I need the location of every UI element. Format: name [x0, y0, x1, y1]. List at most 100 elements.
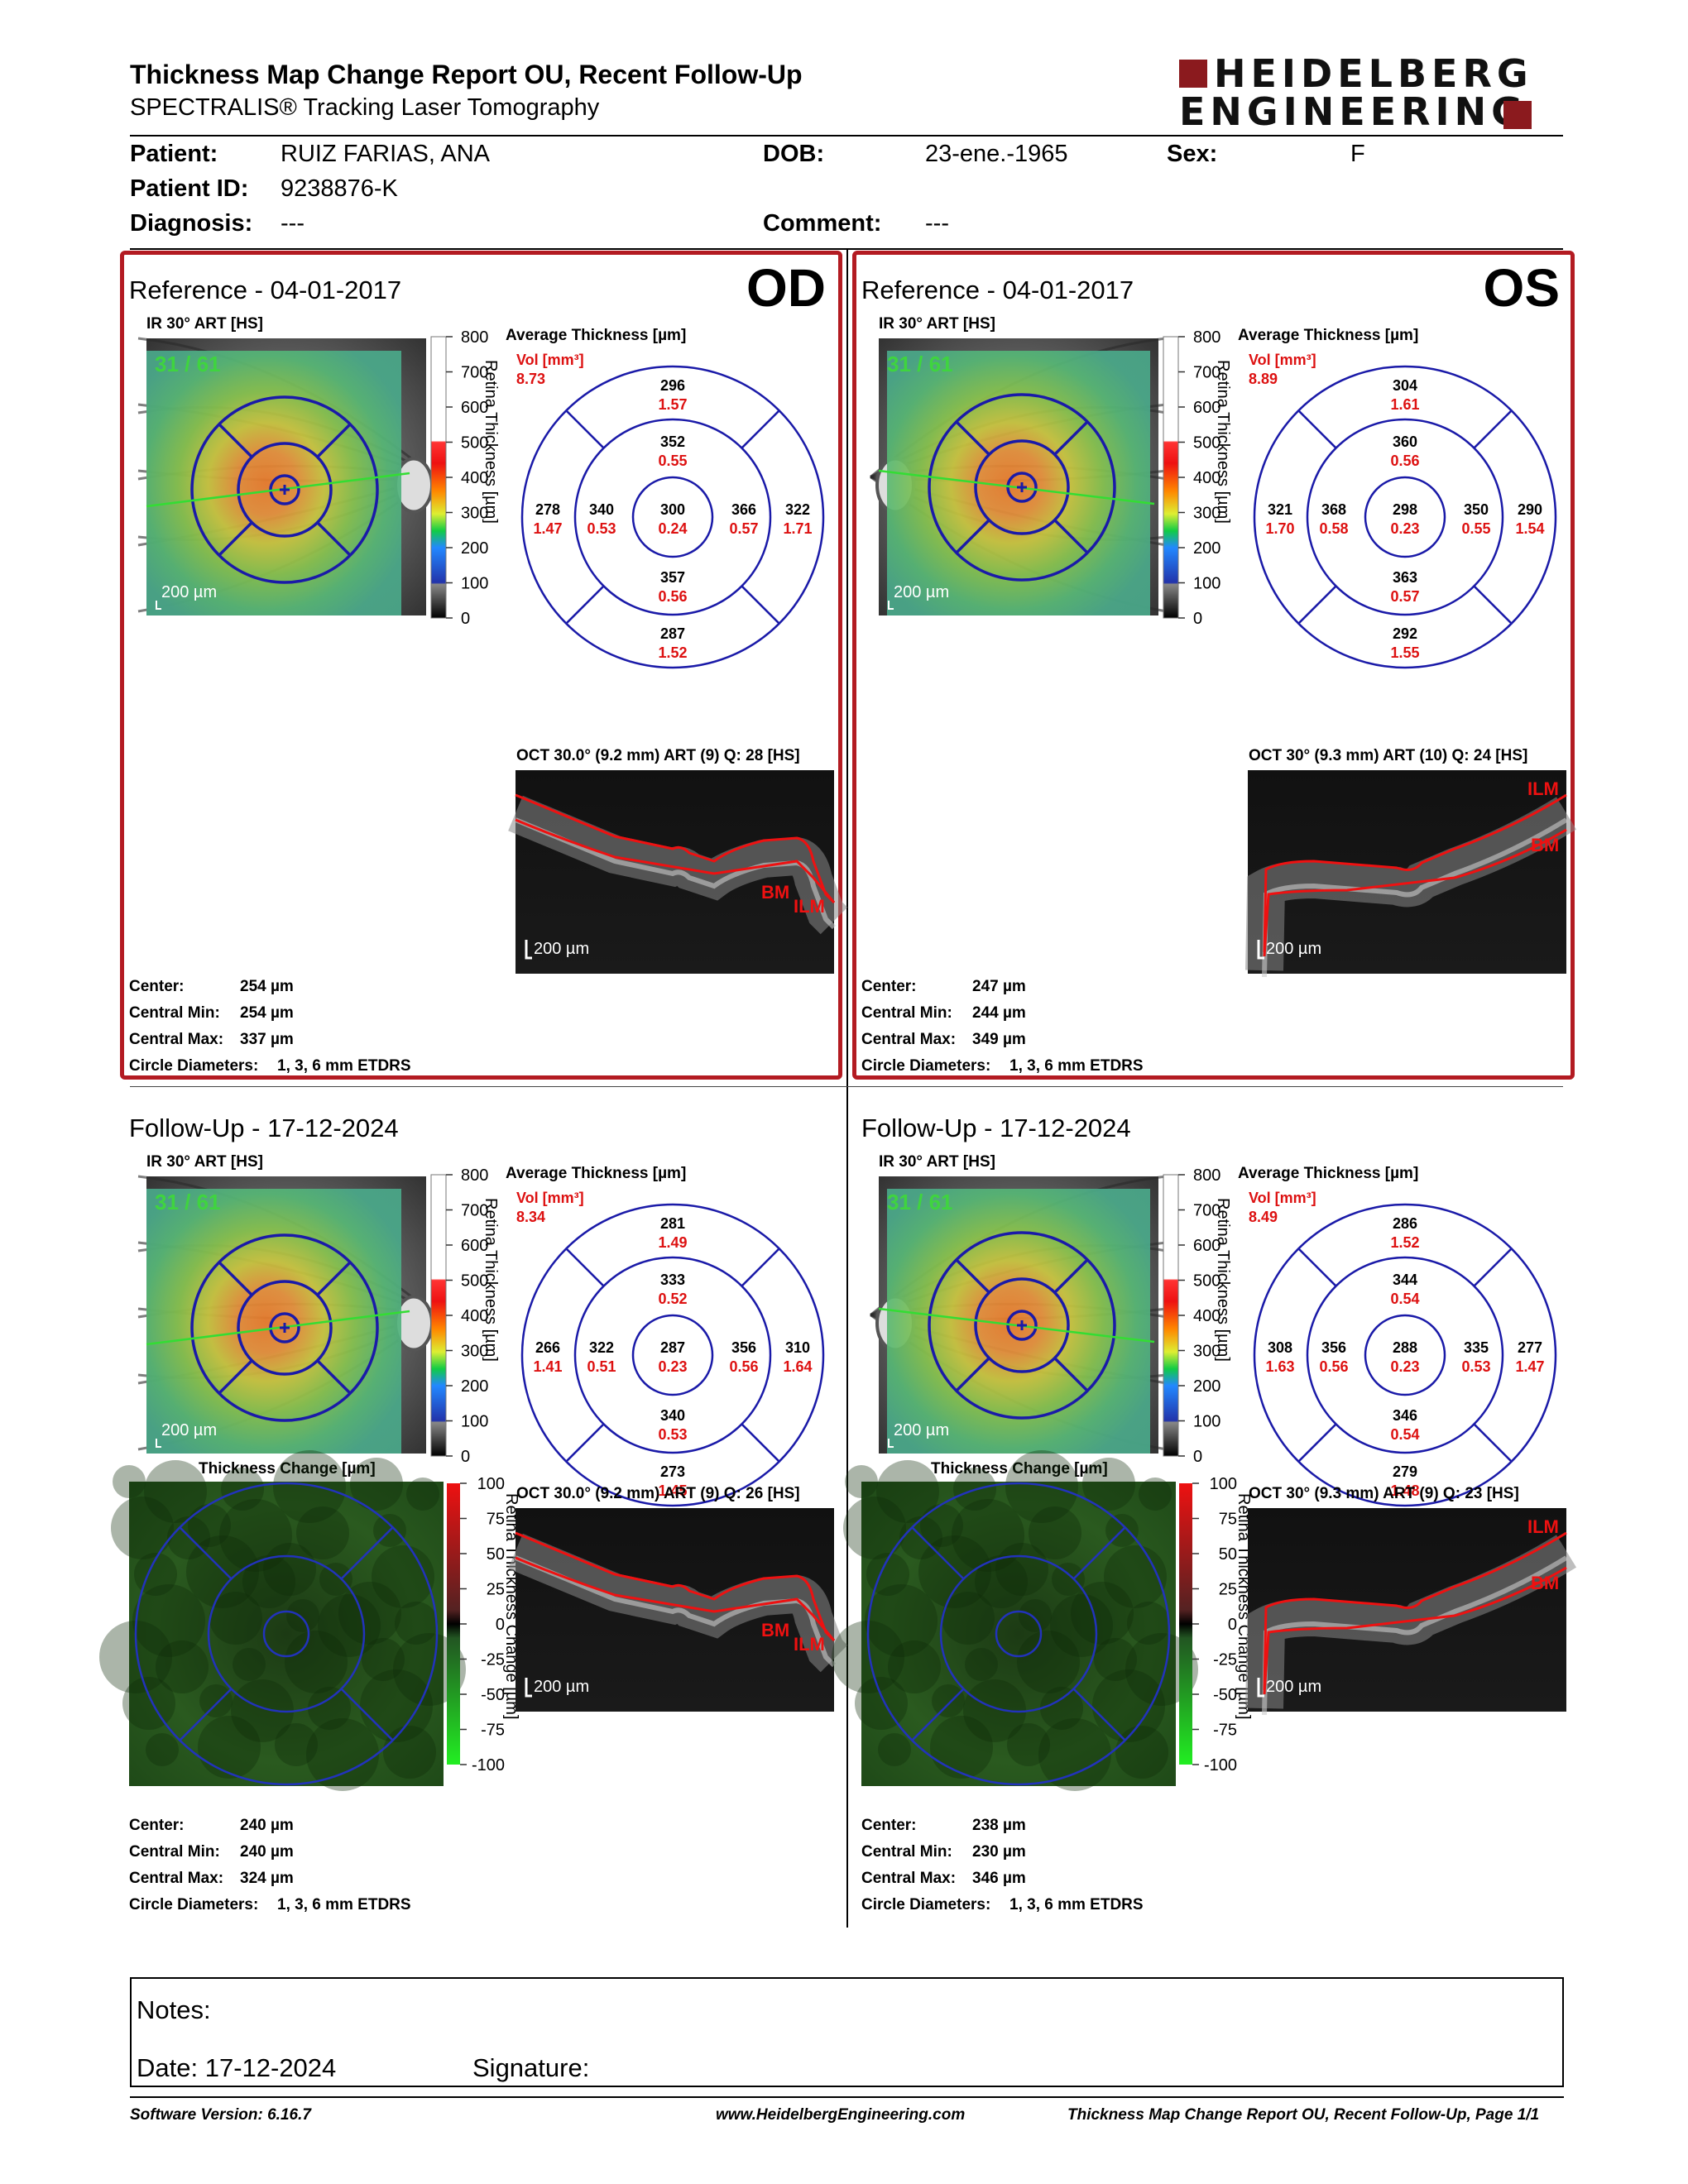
panel-os-fu: Follow-Up - 17-12-2024 IR 30° ART [HS] 31 …: [832, 1089, 1577, 1920]
etdrs-center-volume: 0.23: [1390, 520, 1419, 537]
colorbar-tick: 300: [1193, 1343, 1220, 1361]
etdrs-outer-bottom-thickness: 279: [1393, 1463, 1417, 1480]
etdrs-inner-right-volume: 0.53: [1461, 1358, 1490, 1375]
change-tick: -100: [472, 1756, 505, 1774]
etdrs-outer-top-volume: 1.49: [658, 1234, 687, 1251]
patient-name: RUIZ FARIAS, ANA: [281, 141, 490, 167]
etdrs-inner-right-volume: 0.56: [729, 1358, 758, 1375]
etdrs-outer-left-thickness: 321: [1268, 501, 1292, 518]
etdrs-inner-bottom-thickness: 346: [1393, 1407, 1417, 1424]
center-label: Center:: [129, 978, 185, 995]
colorbar-title: Retina Thickness [µm]: [1214, 360, 1232, 524]
thickness-change-map: [99, 1450, 466, 1791]
thickness-colorbar: 800 700 600 500 400 300 200 100 0 Retina Thicknes…: [430, 328, 500, 628]
circle-diameters-label: Circle Diameters:: [129, 1896, 259, 1913]
center-value: 238 µm: [972, 1817, 1026, 1834]
colorbar-tick: 300: [461, 1343, 488, 1361]
sex-label: Sex:: [1167, 141, 1218, 167]
colorbar-tick: 700: [1193, 364, 1220, 382]
oct-label: OCT 30.0° (9.2 mm) ART (9) Q: 26 [HS]: [516, 1485, 800, 1502]
circle-diameters-value: 1, 3, 6 mm ETDRS: [277, 1896, 411, 1913]
vol-value: 8.49: [1249, 1209, 1278, 1225]
central-max-label: Central Max:: [861, 1870, 957, 1887]
colorbar-tick: 800: [1193, 328, 1220, 347]
thickness-colorbar: 800 700 600 500 400 300 200 100 0 Retina Thicknes…: [430, 1166, 500, 1466]
etdrs-inner-top-volume: 0.52: [658, 1291, 687, 1307]
etdrs-outer-bottom-volume: 1.55: [1390, 644, 1419, 661]
center-value: 240 µm: [240, 1817, 294, 1834]
ir-etdrs-grid: [928, 393, 1116, 582]
bm-line: [1263, 828, 1567, 957]
oct-label: OCT 30° (9.3 mm) ART (9) Q: 23 [HS]: [1249, 1485, 1519, 1502]
avg-thickness-title: Average Thickness [µm]: [506, 327, 687, 344]
ir-label: IR 30° ART [HS]: [879, 1153, 995, 1171]
change-tick: 100: [477, 1475, 505, 1493]
colorbar-tick: 600: [461, 399, 488, 417]
oct-scale-label: 200 µm: [534, 940, 589, 958]
ilm-label: ILM: [1527, 1516, 1559, 1537]
etdrs-chart: 287 0.23 333 0.52 340 0.53 322 0.51 356 0.56 281 1.…: [520, 1203, 825, 1507]
etdrs-chart: 298 0.23 360 0.56 363 0.57 368 0.58 350 0.55 304 1.…: [1253, 365, 1557, 669]
central-max-label: Central Max:: [861, 1031, 957, 1048]
circle-diameters-value: 1, 3, 6 mm ETDRS: [277, 1057, 411, 1075]
etdrs-outer-right-volume: 1.54: [1515, 520, 1544, 537]
colorbar-tick: 500: [1193, 434, 1220, 453]
retina-layers: [508, 1533, 848, 1673]
change-tick: -75: [481, 1722, 505, 1740]
colorbar-tick: 700: [461, 1202, 488, 1220]
etdrs-outer-right-thickness: 310: [785, 1339, 810, 1356]
ir-label: IR 30° ART [HS]: [879, 315, 995, 333]
center-value: 247 µm: [972, 978, 1026, 995]
panel-title: Reference - 04-01-2017: [129, 275, 402, 304]
etdrs-center-volume: 0.24: [658, 520, 687, 537]
notes-label: Notes:: [137, 1995, 211, 2024]
etdrs-outer-left-thickness: 308: [1268, 1339, 1292, 1356]
etdrs-rings: [1253, 1203, 1557, 1507]
etdrs-inner-bottom-thickness: 340: [660, 1407, 685, 1424]
colorbar-tick: 700: [1193, 1202, 1220, 1220]
etdrs-inner-top-thickness: 333: [660, 1272, 685, 1288]
etdrs-outer-right-volume: 1.71: [783, 520, 812, 537]
retina-layers: [1245, 797, 1577, 978]
etdrs-chart: 288 0.23 344 0.54 346 0.54 356 0.56 335 0.53 286 1.…: [1253, 1203, 1557, 1507]
etdrs-inner-left-thickness: 322: [589, 1339, 614, 1356]
report-title: Thickness Map Change Report OU, Recent F…: [130, 60, 803, 89]
bm-label: BM: [761, 882, 789, 903]
ir-etdrs-grid: [190, 395, 379, 584]
ilm-line: [515, 793, 836, 904]
etdrs-outer-left-thickness: 278: [535, 501, 560, 518]
patient-label: Patient:: [130, 141, 218, 167]
etdrs-outer-right-volume: 1.64: [783, 1358, 812, 1375]
panel-od-fu: Follow-Up - 17-12-2024 IR 30° ART [HS] 31 …: [99, 1089, 848, 1920]
etdrs-center-volume: 0.23: [1390, 1358, 1419, 1375]
change-etdrs-grid: [134, 1482, 439, 1786]
retina-layers: [1245, 1535, 1577, 1716]
etdrs-center-volume: 0.23: [658, 1358, 687, 1375]
vol-label: Vol [mm³]: [516, 352, 584, 368]
change-tick: 25: [1219, 1581, 1237, 1599]
change-tick: -75: [1213, 1722, 1237, 1740]
ir-thickness-map: 31 / 61 200 µm: [870, 337, 1168, 615]
change-tick: 50: [487, 1545, 505, 1564]
website-link[interactable]: www.HeidelbergEngineering.com: [716, 2106, 966, 2124]
etdrs-outer-top-volume: 1.52: [1390, 1234, 1419, 1251]
etdrs-inner-bottom-thickness: 357: [660, 569, 685, 586]
scale-label: 200 µm: [894, 583, 949, 601]
bm-label: BM: [1531, 835, 1559, 855]
colorbar-tick: 800: [461, 328, 488, 347]
oct-label: OCT 30.0° (9.2 mm) ART (9) Q: 28 [HS]: [516, 747, 800, 764]
etdrs-inner-left-volume: 0.53: [587, 520, 616, 537]
thickness-colorbar: 800 700 600 500 400 300 200 100 0 Retina Thicknes…: [1163, 1166, 1232, 1466]
etdrs-outer-bottom-thickness: 273: [660, 1463, 685, 1480]
frame-count: 31 / 61: [887, 352, 953, 376]
colorbar-tick: 800: [461, 1166, 488, 1185]
center-label: Center:: [129, 1817, 185, 1834]
etdrs-rings: [520, 1203, 825, 1507]
patient-id-value: 9238876-K: [281, 175, 398, 202]
colorbar-tick: 800: [1193, 1166, 1220, 1185]
frame-count: 31 / 61: [155, 1190, 221, 1214]
etdrs-outer-bottom-thickness: 292: [1393, 625, 1417, 642]
bm-label: BM: [761, 1620, 789, 1640]
